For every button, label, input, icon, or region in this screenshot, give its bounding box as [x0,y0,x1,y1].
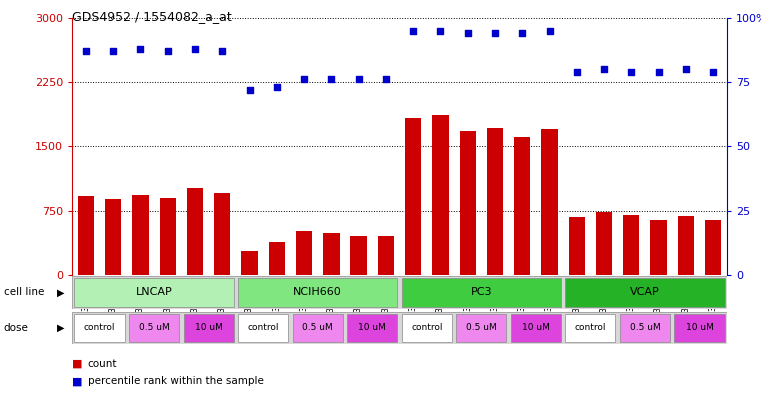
Point [407,28,419,34]
Point [161,48,174,54]
Point [107,48,119,54]
Text: 10 uM: 10 uM [358,323,386,332]
Text: 10 uM: 10 uM [195,323,222,332]
Text: control: control [575,323,607,332]
Text: VCAP: VCAP [630,287,660,298]
Bar [460,131,476,275]
Bar [705,220,721,275]
Text: 0.5 uM: 0.5 uM [302,323,333,332]
Point [516,30,528,36]
Bar [160,198,176,275]
Point [598,66,610,72]
Bar [620,314,670,342]
Bar [187,187,203,275]
Bar [674,314,724,342]
Bar [568,217,585,275]
Text: GDS4952 / 1554082_a_at: GDS4952 / 1554082_a_at [72,10,232,23]
Point [626,69,638,75]
Point [325,76,337,83]
Bar [511,314,561,342]
Text: percentile rank within the sample: percentile rank within the sample [88,376,263,386]
Point [216,48,228,54]
Text: control: control [411,323,443,332]
Bar [514,137,530,275]
Point [652,69,664,75]
Bar [323,233,339,275]
Bar [596,213,613,275]
Bar [183,314,234,342]
Bar [565,314,616,342]
Point [435,28,447,34]
Bar [129,314,179,342]
Point [543,28,556,34]
Text: dose: dose [4,323,29,333]
Bar [78,196,94,275]
Bar [402,314,452,342]
Bar [238,278,397,307]
Bar [623,215,639,275]
Bar [293,314,342,342]
Point [135,46,147,52]
Point [298,76,310,83]
Point [680,66,692,72]
Bar [296,231,312,275]
Text: 10 uM: 10 uM [686,323,713,332]
Bar [432,115,449,275]
Bar [457,314,506,342]
Text: ■: ■ [72,358,83,369]
Bar [402,278,561,307]
Point [271,84,283,90]
Point [80,48,92,54]
Text: 10 uM: 10 uM [522,323,549,332]
Bar [541,129,558,275]
Bar [238,314,288,342]
Text: NCIH660: NCIH660 [293,287,342,298]
Bar [405,118,422,275]
Bar [377,237,394,275]
Text: 0.5 uM: 0.5 uM [629,323,661,332]
Text: ▶: ▶ [57,287,65,298]
Bar [565,278,724,307]
Point [380,76,392,83]
Bar [214,193,231,275]
Point [244,86,256,93]
Text: 0.5 uM: 0.5 uM [139,323,170,332]
Point [462,30,474,36]
Bar [241,251,258,275]
Bar [75,314,125,342]
Point [489,30,501,36]
Bar [132,195,148,275]
Point [707,69,719,75]
Bar [351,236,367,275]
Text: control: control [247,323,279,332]
Text: 0.5 uM: 0.5 uM [466,323,497,332]
Point [352,76,365,83]
Bar [347,314,397,342]
Text: count: count [88,358,117,369]
Text: cell line: cell line [4,287,44,298]
Bar [75,278,234,307]
Bar [269,242,285,275]
Text: LNCAP: LNCAP [135,287,173,298]
Bar [651,220,667,275]
Text: ▶: ▶ [57,323,65,333]
Text: ■: ■ [72,376,83,386]
Bar [105,199,122,275]
Point [571,69,583,75]
Point [189,46,201,52]
Text: PC3: PC3 [470,287,492,298]
Bar [487,127,503,275]
Text: control: control [84,323,116,332]
Bar [678,216,694,275]
